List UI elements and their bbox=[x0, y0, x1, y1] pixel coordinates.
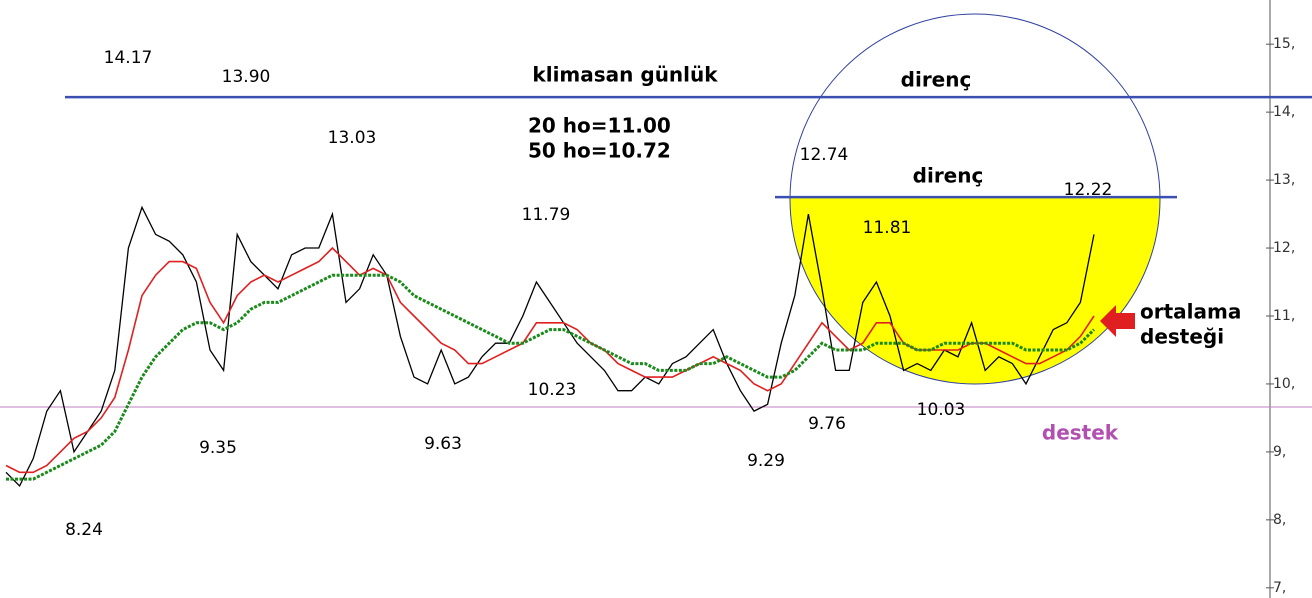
price-label: 9.76 bbox=[808, 414, 846, 434]
highlight-fill bbox=[790, 197, 1160, 384]
y-tick-label: 10, bbox=[1273, 376, 1295, 392]
price-label: 14.17 bbox=[104, 48, 153, 68]
series-line bbox=[6, 273, 1096, 481]
y-tick-label: 8, bbox=[1273, 512, 1286, 528]
price-label: 9.35 bbox=[199, 438, 237, 458]
arrow bbox=[1100, 305, 1135, 337]
annotation: ortalama bbox=[1140, 300, 1241, 324]
chart-title: klimasan günlük bbox=[532, 63, 718, 87]
annotation: direnç bbox=[913, 164, 984, 188]
annotation: destek bbox=[1042, 421, 1119, 445]
price-label: 11.81 bbox=[863, 218, 912, 238]
highlight-circle bbox=[789, 13, 1161, 385]
annotation: direnç bbox=[901, 68, 972, 92]
y-tick-label: 15, bbox=[1273, 36, 1295, 52]
price-label: 12.74 bbox=[800, 145, 849, 165]
price-label: 9.63 bbox=[424, 434, 462, 454]
price-label: 10.23 bbox=[528, 380, 577, 400]
y-tick-label: 12, bbox=[1273, 240, 1295, 256]
price-label: 8.24 bbox=[65, 520, 103, 540]
y-tick-label: 11, bbox=[1273, 308, 1295, 324]
y-tick-label: 7, bbox=[1273, 580, 1286, 596]
y-tick-label: 14, bbox=[1273, 104, 1295, 120]
annotation: desteği bbox=[1140, 325, 1224, 349]
subtitle: 20 ho=11.00 bbox=[528, 114, 671, 138]
y-tick-label: 13, bbox=[1273, 172, 1295, 188]
price-label: 9.29 bbox=[747, 451, 785, 471]
price-label: 12.22 bbox=[1064, 180, 1113, 200]
price-label: 13.03 bbox=[328, 128, 377, 148]
price-label: 13.90 bbox=[222, 67, 271, 87]
subtitle: 50 ho=10.72 bbox=[528, 139, 671, 163]
y-tick-label: 9, bbox=[1273, 444, 1286, 460]
price-label: 10.03 bbox=[917, 400, 966, 420]
price-label: 11.79 bbox=[522, 205, 571, 225]
